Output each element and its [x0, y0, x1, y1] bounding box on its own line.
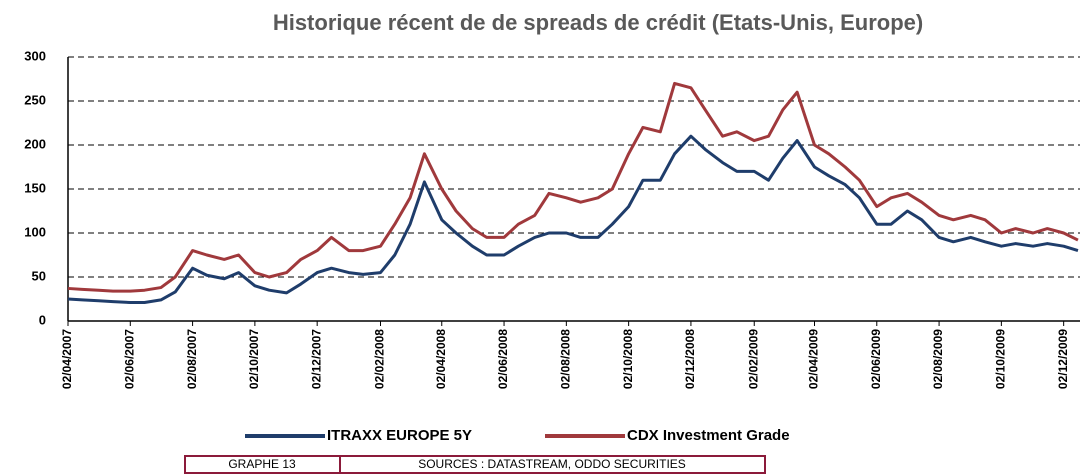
- chart-title: Historique récent de de spreads de crédi…: [273, 10, 923, 35]
- y-tick-label: 150: [24, 180, 46, 195]
- y-tick-label: 250: [24, 92, 46, 107]
- x-tick-label: 02/02/2009: [746, 329, 760, 389]
- series-line: [67, 81, 1079, 293]
- x-tick-label: 02/08/2008: [559, 329, 573, 389]
- x-tick-label: 02/10/2008: [621, 329, 635, 389]
- x-tick-label: 02/04/2007: [60, 329, 74, 389]
- footer-box: [184, 455, 766, 474]
- y-tick-label: 200: [24, 136, 46, 151]
- x-tick-label: 02/08/2009: [931, 329, 945, 389]
- x-tick-label: 02/12/2009: [1056, 329, 1070, 389]
- x-tick-label: 02/10/2009: [994, 329, 1008, 389]
- series-line: [67, 134, 1079, 305]
- x-tick-label: 02/08/2007: [185, 329, 199, 389]
- footer-source: SOURCES : DATASTREAM, ODDO SECURITIES: [418, 457, 686, 471]
- y-tick-label: 50: [32, 268, 46, 283]
- x-tick-label: 02/06/2009: [869, 329, 883, 389]
- x-tick-label: 02/06/2008: [496, 329, 510, 389]
- x-tick-label: 02/04/2009: [807, 329, 821, 389]
- x-tick-label: 02/12/2008: [683, 329, 697, 389]
- legend-label: ITRAXX EUROPE 5Y: [327, 427, 472, 444]
- x-tick-label: 02/02/2008: [373, 329, 387, 389]
- legend-label: CDX Investment Grade: [627, 427, 790, 444]
- x-tick-label: 02/12/2007: [309, 329, 323, 389]
- y-tick-label: 100: [24, 224, 46, 239]
- x-tick-label: 02/04/2008: [434, 329, 448, 389]
- y-tick-label: 300: [24, 48, 46, 63]
- x-tick-label: 02/06/2007: [122, 329, 136, 389]
- footer-label: GRAPHE 13: [228, 457, 296, 471]
- x-tick-label: 02/10/2007: [247, 329, 261, 389]
- y-tick-label: 0: [39, 312, 46, 327]
